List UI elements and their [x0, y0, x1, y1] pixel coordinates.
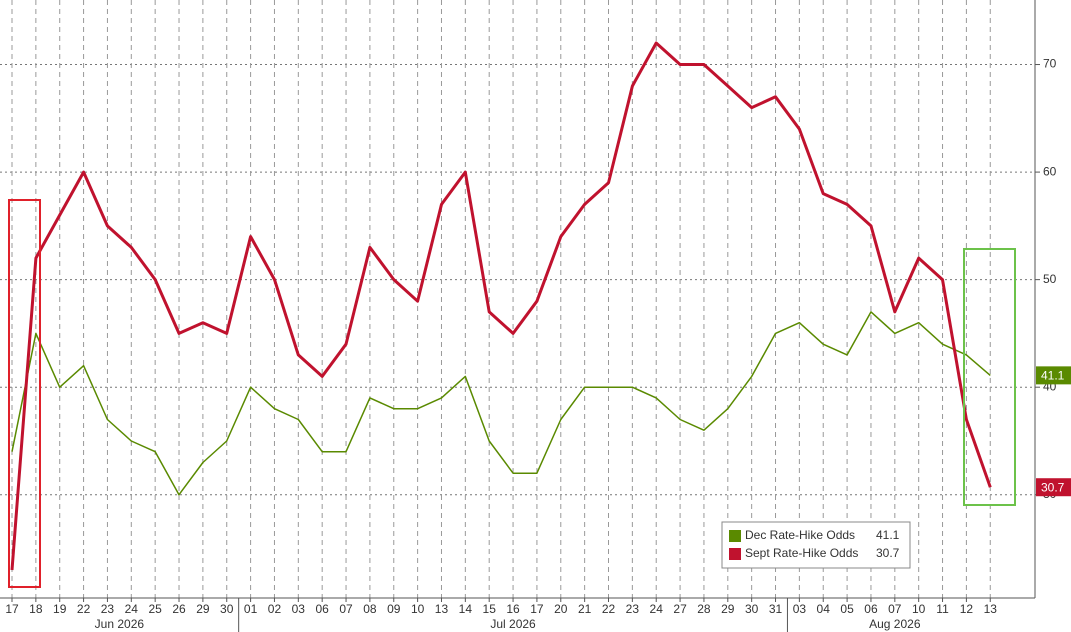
x-tick-label: 22 [77, 602, 91, 616]
highlight-box [963, 248, 1016, 506]
x-tick-label: 26 [172, 602, 186, 616]
legend-box [721, 521, 911, 569]
x-tick-label: 06 [316, 602, 330, 616]
x-tick-label: 29 [196, 602, 210, 616]
x-tick-label: 06 [864, 602, 878, 616]
x-tick-label: 05 [840, 602, 854, 616]
x-tick-label: 27 [673, 602, 687, 616]
y-tick-label: 70 [1043, 57, 1057, 71]
month-label: Jun 2026 [95, 617, 145, 631]
x-tick-label: 16 [506, 602, 520, 616]
legend-label: Sept Rate-Hike Odds [745, 546, 858, 560]
x-tick-label: 25 [148, 602, 162, 616]
x-tick-label: 24 [125, 602, 139, 616]
x-tick-label: 10 [912, 602, 926, 616]
x-tick-label: 03 [793, 602, 807, 616]
x-tick-label: 29 [721, 602, 735, 616]
x-tick-label: 23 [101, 602, 115, 616]
legend-swatch [729, 548, 741, 560]
x-tick-label: 28 [697, 602, 711, 616]
last-value-tag [1036, 366, 1071, 385]
x-tick-label: 07 [339, 602, 353, 616]
x-tick-label: 09 [387, 602, 401, 616]
axis-labels: 3040506070171819222324252629300102030607… [5, 57, 1071, 632]
highlight-box [8, 199, 41, 588]
series-line [10, 41, 992, 571]
legend-value: 41.1 [876, 528, 900, 542]
x-tick-label: 13 [984, 602, 998, 616]
legend-value: 30.7 [876, 546, 900, 560]
x-tick-label: 10 [411, 602, 425, 616]
x-tick-label: 19 [53, 602, 67, 616]
x-tick-label: 12 [960, 602, 974, 616]
y-tick-label: 50 [1043, 272, 1057, 286]
series-line [11, 311, 991, 496]
x-tick-label: 07 [888, 602, 902, 616]
month-label: Aug 2026 [869, 617, 921, 631]
x-tick-label: 02 [268, 602, 282, 616]
legend-swatch [729, 530, 741, 542]
x-tick-label: 23 [626, 602, 640, 616]
x-tick-label: 15 [483, 602, 497, 616]
last-value-label: 30.7 [1041, 480, 1065, 494]
x-tick-label: 11 [936, 602, 949, 616]
y-tick-label: 60 [1043, 164, 1057, 178]
month-label: Jul 2026 [490, 617, 536, 631]
x-tick-label: 03 [292, 602, 306, 616]
x-tick-label: 24 [650, 602, 664, 616]
x-tick-label: 17 [5, 602, 19, 616]
x-tick-label: 30 [745, 602, 759, 616]
x-tick-label: 14 [459, 602, 473, 616]
legend-label: Dec Rate-Hike Odds [745, 528, 855, 542]
lines [10, 41, 992, 571]
x-tick-label: 18 [29, 602, 43, 616]
x-tick-label: 13 [435, 602, 449, 616]
x-tick-label: 08 [363, 602, 377, 616]
grid [0, 0, 1035, 598]
legend: Dec Rate-Hike Odds 41.1 Sept Rate-Hike Odd… [721, 521, 911, 569]
x-tick-label: 22 [602, 602, 616, 616]
x-tick-label: 17 [530, 602, 544, 616]
last-value-tag [1036, 478, 1071, 497]
x-tick-label: 31 [769, 602, 783, 616]
x-tick-label: 04 [817, 602, 831, 616]
x-tick-label: 21 [578, 602, 592, 616]
x-tick-label: 20 [554, 602, 568, 616]
x-tick-label: 01 [244, 602, 258, 616]
x-tick-label: 30 [220, 602, 234, 616]
last-value-label: 41.1 [1041, 369, 1065, 383]
